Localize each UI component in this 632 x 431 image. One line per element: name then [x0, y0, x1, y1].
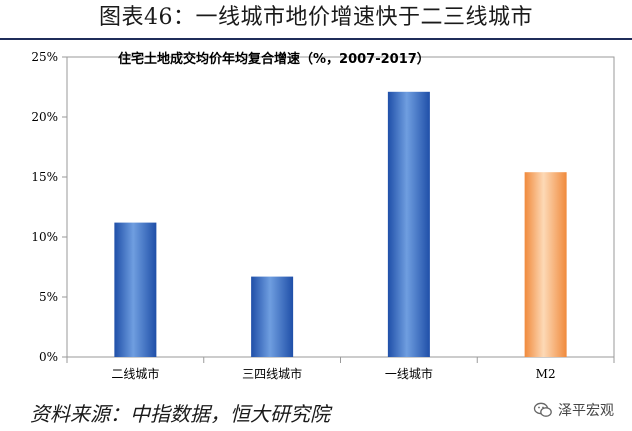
y-tick-label: 5%: [39, 290, 58, 304]
y-axis: 0% 5% 10% 15% 20% 25%: [31, 50, 67, 364]
y-tick-label: 15%: [31, 170, 58, 184]
bar-chart: 住宅土地成交均价年均复合增速（%，2007-2017） 0% 5% 10% 15% 20…: [31, 50, 615, 381]
bar: [114, 222, 157, 357]
x-tick-label: 三四线城市: [242, 366, 302, 381]
x-tick-label: 一线城市: [385, 366, 433, 381]
x-axis: 二线城市 三四线城市 一线城市 M2: [66, 357, 615, 381]
y-tick-label: 10%: [31, 230, 58, 244]
bar: [387, 91, 430, 358]
y-tick-label: 20%: [31, 110, 58, 124]
y-tick-label: 0%: [39, 350, 58, 364]
bar: [251, 276, 294, 357]
wechat-icon: [533, 402, 552, 417]
chart-title: 住宅土地成交均价年均复合增速（%，2007-2017）: [118, 51, 430, 67]
source-note: 资料来源：中指数据，恒大研究院: [30, 402, 330, 426]
title-divider: [0, 38, 632, 40]
y-tick-label: 25%: [31, 50, 58, 64]
bars: [114, 91, 567, 358]
brand-name: 泽平宏观: [558, 403, 614, 419]
figure-title: 图表46：一线城市地价增速快于二三线城市: [99, 5, 533, 30]
brand-badge[interactable]: 泽平宏观: [533, 400, 614, 420]
x-tick-label: 二线城市: [111, 366, 159, 381]
bar: [524, 172, 567, 357]
x-tick-label: M2: [536, 367, 556, 381]
